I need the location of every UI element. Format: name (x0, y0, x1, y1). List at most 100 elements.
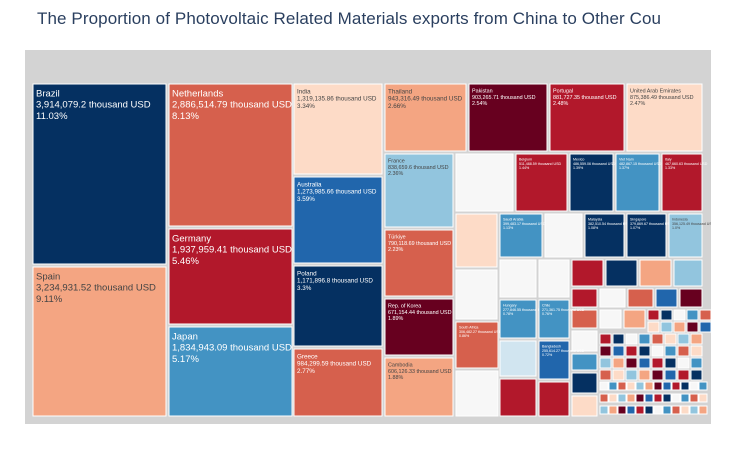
treemap-tile[interactable] (569, 153, 614, 212)
treemap-tile[interactable] (168, 228, 293, 325)
treemap-tile-minor[interactable] (686, 309, 699, 321)
treemap-tile-minor[interactable] (689, 405, 699, 415)
treemap-tile-minor[interactable] (660, 309, 673, 321)
treemap-tile-minor[interactable] (605, 259, 638, 287)
treemap-tile-minor[interactable] (680, 405, 690, 415)
treemap-tile[interactable] (668, 213, 703, 258)
treemap-tile-minor[interactable] (662, 381, 672, 391)
treemap-tile-minor[interactable] (612, 369, 625, 381)
treemap-tile[interactable] (168, 83, 293, 227)
treemap-tile[interactable] (293, 83, 383, 175)
treemap-tile-minor[interactable] (499, 259, 537, 298)
treemap-tile[interactable] (615, 153, 660, 212)
treemap-tile-minor[interactable] (612, 357, 625, 369)
treemap-tile-minor[interactable] (638, 357, 651, 369)
treemap-tile-minor[interactable] (698, 393, 708, 403)
treemap-tile-minor[interactable] (635, 381, 645, 391)
treemap-tile-minor[interactable] (638, 369, 651, 381)
treemap-tile-minor[interactable] (644, 405, 654, 415)
treemap-tile-minor[interactable] (571, 309, 598, 329)
treemap-tile-minor[interactable] (626, 381, 636, 391)
treemap-tile-minor[interactable] (677, 369, 690, 381)
treemap-tile[interactable] (293, 265, 383, 347)
treemap-tile-minor[interactable] (455, 213, 498, 268)
treemap-tile-minor[interactable] (571, 330, 598, 352)
treemap-tile-minor[interactable] (680, 381, 690, 391)
treemap-tile-minor[interactable] (690, 345, 703, 357)
treemap-tile-minor[interactable] (651, 345, 664, 357)
treemap-tile-minor[interactable] (623, 309, 646, 329)
treemap-tile-minor[interactable] (625, 345, 638, 357)
treemap-tile-minor[interactable] (599, 393, 609, 403)
treemap-tile-minor[interactable] (686, 321, 699, 333)
treemap-tile-minor[interactable] (455, 370, 499, 417)
treemap-tile[interactable] (168, 326, 293, 417)
treemap-tile-minor[interactable] (635, 393, 645, 403)
treemap-tile[interactable] (499, 213, 543, 258)
treemap-tile-minor[interactable] (690, 357, 703, 369)
treemap-tile[interactable] (293, 176, 383, 264)
treemap-tile-minor[interactable] (690, 369, 703, 381)
treemap-tile-minor[interactable] (644, 381, 654, 391)
treemap-tile-minor[interactable] (698, 381, 708, 391)
treemap-tile-minor[interactable] (699, 321, 711, 333)
treemap-tile-minor[interactable] (625, 333, 638, 345)
treemap-tile-minor[interactable] (664, 369, 677, 381)
treemap-tile-minor[interactable] (651, 369, 664, 381)
treemap-tile-minor[interactable] (647, 309, 660, 321)
treemap-tile[interactable] (499, 299, 537, 339)
treemap-tile[interactable] (626, 83, 703, 152)
treemap-tile-minor[interactable] (677, 345, 690, 357)
treemap-tile-minor[interactable] (617, 405, 627, 415)
treemap-tile-minor[interactable] (673, 321, 686, 333)
treemap-tile[interactable] (538, 299, 570, 339)
treemap-tile-minor[interactable] (673, 259, 703, 287)
treemap-tile-minor[interactable] (635, 405, 645, 415)
treemap-tile-minor[interactable] (612, 333, 625, 345)
treemap-tile-minor[interactable] (599, 345, 612, 357)
treemap-tile-minor[interactable] (673, 309, 686, 321)
treemap-tile-minor[interactable] (653, 393, 663, 403)
treemap-tile-minor[interactable] (599, 381, 609, 391)
treemap-tile-minor[interactable] (647, 321, 660, 333)
treemap-tile-minor[interactable] (698, 405, 708, 415)
treemap-tile-minor[interactable] (499, 378, 537, 417)
treemap-tile-minor[interactable] (662, 393, 672, 403)
treemap-tile[interactable] (384, 298, 454, 356)
treemap-tile-minor[interactable] (664, 345, 677, 357)
treemap-tile-minor[interactable] (671, 393, 681, 403)
treemap-tile-minor[interactable] (571, 288, 598, 308)
treemap-tile[interactable] (549, 83, 625, 152)
treemap-tile-minor[interactable] (638, 333, 651, 345)
treemap-tile[interactable] (293, 348, 383, 417)
treemap-tile-minor[interactable] (626, 405, 636, 415)
treemap-tile[interactable] (32, 83, 167, 265)
treemap-tile-minor[interactable] (690, 333, 703, 345)
treemap-tile-minor[interactable] (638, 345, 651, 357)
treemap-tile-minor[interactable] (671, 381, 681, 391)
treemap-tile[interactable] (626, 213, 667, 258)
treemap-tile-minor[interactable] (571, 259, 604, 287)
treemap-tile-minor[interactable] (627, 288, 654, 308)
treemap-tile-minor[interactable] (571, 395, 598, 417)
treemap-tile-minor[interactable] (699, 309, 711, 321)
treemap-tile-minor[interactable] (644, 393, 654, 403)
treemap-tile-minor[interactable] (617, 393, 627, 403)
treemap-tile-minor[interactable] (608, 381, 618, 391)
treemap-tile-minor[interactable] (655, 288, 678, 308)
treemap-tile-minor[interactable] (571, 372, 598, 394)
treemap-tile[interactable] (32, 266, 167, 417)
treemap-tile-minor[interactable] (599, 288, 626, 308)
treemap-tile[interactable] (515, 153, 568, 212)
treemap-tile-minor[interactable] (664, 333, 677, 345)
treemap-tile-minor[interactable] (689, 381, 699, 391)
treemap-tile-minor[interactable] (626, 393, 636, 403)
treemap-tile-minor[interactable] (660, 321, 673, 333)
treemap-tile-minor[interactable] (625, 357, 638, 369)
treemap-tile-minor[interactable] (617, 381, 627, 391)
treemap-tile-minor[interactable] (677, 333, 690, 345)
treemap-tile-minor[interactable] (599, 405, 609, 415)
treemap-tile-minor[interactable] (571, 353, 598, 371)
treemap-tile-minor[interactable] (625, 369, 638, 381)
treemap-tile[interactable] (468, 83, 548, 152)
